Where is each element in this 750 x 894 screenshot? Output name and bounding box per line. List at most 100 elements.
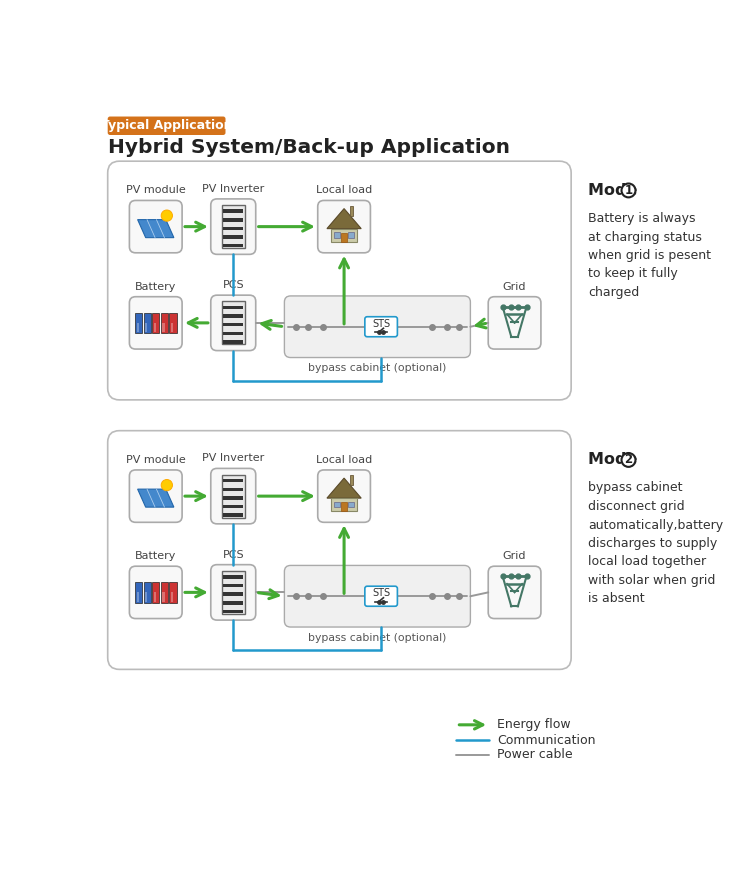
Text: PCS: PCS bbox=[223, 280, 244, 291]
Bar bbox=[224, 323, 243, 326]
FancyBboxPatch shape bbox=[364, 586, 398, 606]
Text: 2: 2 bbox=[625, 453, 632, 467]
Text: PV Inverter: PV Inverter bbox=[202, 453, 264, 463]
Bar bbox=[224, 315, 243, 317]
Bar bbox=[350, 475, 353, 485]
FancyBboxPatch shape bbox=[211, 468, 256, 524]
Polygon shape bbox=[327, 208, 362, 229]
Bar bbox=[224, 479, 243, 483]
Bar bbox=[135, 582, 142, 603]
FancyBboxPatch shape bbox=[130, 470, 182, 522]
Bar bbox=[348, 232, 354, 238]
Polygon shape bbox=[327, 478, 362, 498]
Bar bbox=[143, 582, 151, 603]
Text: Local load: Local load bbox=[316, 185, 372, 196]
Bar bbox=[224, 593, 243, 596]
Bar bbox=[224, 575, 243, 578]
FancyBboxPatch shape bbox=[284, 565, 470, 627]
FancyBboxPatch shape bbox=[211, 565, 256, 620]
Bar bbox=[171, 593, 173, 602]
FancyBboxPatch shape bbox=[108, 161, 572, 400]
Bar bbox=[224, 235, 243, 239]
Bar bbox=[143, 313, 151, 333]
Text: Energy flow: Energy flow bbox=[496, 718, 570, 731]
Bar bbox=[224, 601, 243, 604]
Text: Battery is always
at charging status
when grid is pesent
to keep it fully
charge: Battery is always at charging status whe… bbox=[588, 212, 711, 299]
FancyBboxPatch shape bbox=[130, 297, 182, 349]
FancyBboxPatch shape bbox=[318, 200, 370, 253]
Circle shape bbox=[622, 453, 635, 467]
Polygon shape bbox=[137, 220, 174, 238]
Text: PCS: PCS bbox=[223, 550, 244, 560]
Text: STS: STS bbox=[372, 318, 390, 329]
Text: 1: 1 bbox=[625, 184, 632, 197]
Bar bbox=[350, 206, 353, 215]
Bar bbox=[146, 323, 147, 332]
Text: PV module: PV module bbox=[126, 185, 186, 196]
Bar bbox=[136, 593, 139, 602]
Bar bbox=[224, 306, 243, 309]
Bar bbox=[163, 593, 164, 602]
Bar bbox=[160, 313, 168, 333]
Bar bbox=[170, 582, 176, 603]
FancyBboxPatch shape bbox=[108, 116, 226, 135]
Bar bbox=[224, 218, 243, 222]
Text: Mode: Mode bbox=[588, 183, 644, 198]
Bar bbox=[152, 313, 159, 333]
Bar bbox=[224, 244, 243, 248]
Circle shape bbox=[161, 210, 172, 221]
Text: PV Inverter: PV Inverter bbox=[202, 184, 264, 194]
Bar bbox=[224, 505, 243, 509]
Bar bbox=[136, 323, 139, 332]
Bar bbox=[222, 301, 245, 344]
FancyBboxPatch shape bbox=[488, 297, 541, 349]
Bar bbox=[341, 232, 347, 241]
Bar bbox=[334, 232, 340, 238]
Bar bbox=[154, 593, 156, 602]
Bar bbox=[334, 502, 340, 507]
Bar bbox=[224, 209, 243, 213]
FancyBboxPatch shape bbox=[284, 296, 470, 358]
Text: STS: STS bbox=[372, 588, 390, 598]
Text: Battery: Battery bbox=[135, 552, 176, 561]
Text: bypass cabinet
disconnect grid
automatically,battery
discharges to supply
local : bypass cabinet disconnect grid automatic… bbox=[588, 482, 723, 605]
Bar bbox=[170, 313, 176, 333]
Bar bbox=[224, 340, 243, 343]
Bar bbox=[222, 475, 245, 518]
Bar bbox=[222, 571, 245, 614]
Bar bbox=[135, 313, 142, 333]
Bar bbox=[348, 502, 354, 507]
Text: Power cable: Power cable bbox=[496, 748, 572, 762]
Text: Typical Application: Typical Application bbox=[100, 119, 232, 132]
Bar bbox=[224, 496, 243, 500]
Text: Communication: Communication bbox=[496, 734, 596, 746]
Circle shape bbox=[161, 479, 172, 491]
Text: Battery: Battery bbox=[135, 282, 176, 291]
FancyBboxPatch shape bbox=[318, 470, 370, 522]
Circle shape bbox=[622, 183, 635, 198]
FancyBboxPatch shape bbox=[108, 431, 572, 670]
Text: Grid: Grid bbox=[503, 552, 526, 561]
Bar bbox=[331, 498, 357, 511]
Polygon shape bbox=[137, 489, 174, 507]
Text: Mode: Mode bbox=[588, 452, 644, 468]
FancyBboxPatch shape bbox=[364, 316, 398, 337]
Bar bbox=[163, 323, 164, 332]
Bar bbox=[224, 487, 243, 491]
FancyBboxPatch shape bbox=[488, 566, 541, 619]
Bar bbox=[224, 513, 243, 517]
Bar bbox=[160, 582, 168, 603]
Bar bbox=[222, 205, 245, 249]
Bar bbox=[331, 229, 357, 241]
Bar bbox=[152, 582, 159, 603]
Bar bbox=[224, 332, 243, 335]
Bar bbox=[171, 323, 173, 332]
Bar bbox=[146, 593, 147, 602]
Text: Local load: Local load bbox=[316, 455, 372, 465]
Bar bbox=[341, 502, 347, 511]
Text: PV module: PV module bbox=[126, 455, 186, 465]
FancyBboxPatch shape bbox=[130, 200, 182, 253]
Bar bbox=[154, 323, 156, 332]
Bar bbox=[224, 584, 243, 587]
FancyBboxPatch shape bbox=[211, 295, 256, 350]
